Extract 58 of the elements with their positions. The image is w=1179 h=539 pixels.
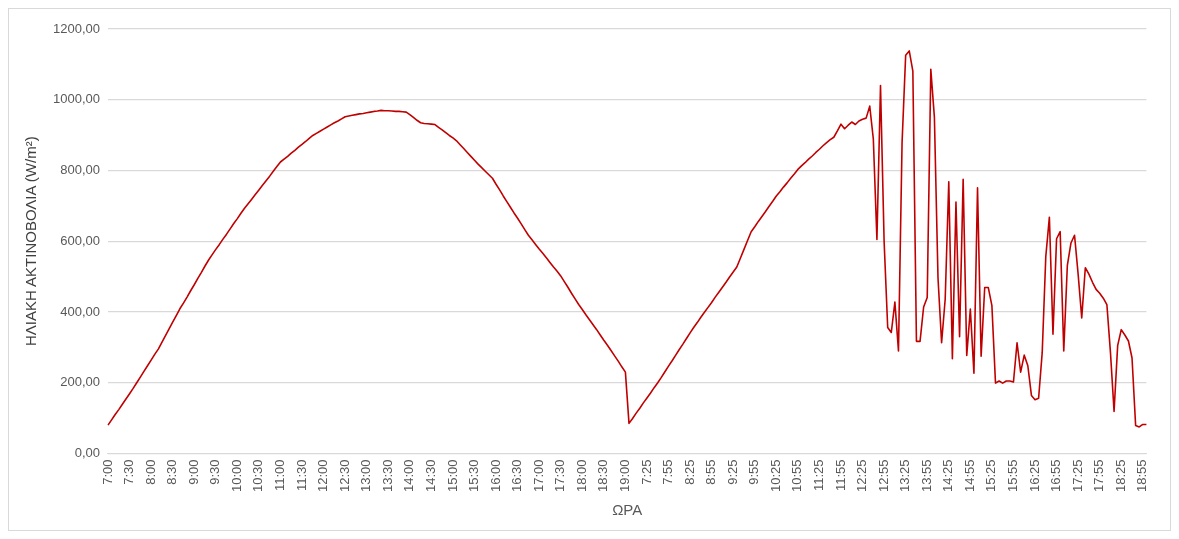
x-tick-label: 15:00 [444,459,460,493]
x-axis-title: ΩΡΑ [612,501,643,519]
x-tick-label: 7:55 [660,459,676,485]
x-tick-label: 14:30 [422,459,438,493]
x-tick-label: 10:55 [789,459,805,493]
x-tick-label: 18:30 [595,459,611,493]
x-tick-label: 9:55 [746,459,762,485]
x-tick-label: 11:25 [811,459,827,492]
x-tick-label: 13:25 [897,459,913,493]
x-tick-label: 10:00 [228,459,244,493]
x-tick-label: 8:25 [681,459,697,485]
x-tick-label: 13:00 [358,459,374,493]
y-tick-label: 0,00 [74,445,100,461]
x-tick-label: 13:55 [918,459,934,493]
y-tick-label: 200,00 [60,374,100,390]
x-tick-label: 12:55 [875,459,891,493]
x-tick-label: 10:30 [250,459,266,493]
y-tick-label: 1000,00 [52,91,100,107]
x-tick-label: 11:30 [293,459,309,492]
x-tick-label: 12:00 [315,459,331,493]
x-tick-label: 9:00 [185,459,201,485]
x-tick-label: 17:25 [1069,459,1085,493]
x-tick-label: 12:25 [854,459,870,493]
x-tick-label: 16:30 [509,459,525,493]
x-tick-label: 8:00 [142,459,158,485]
x-tick-label: 11:00 [272,459,288,492]
x-tick-label: 18:55 [1134,459,1150,493]
y-tick-label: 600,00 [60,232,100,248]
x-tick-label: 16:55 [1048,459,1064,493]
x-tick-label: 14:00 [401,459,417,493]
y-axis-title: ΗΛΙΑΚΗ ΑΚΤΙΝΟΒΟΛΙΑ (W/m²) [22,136,40,347]
x-tick-label: 15:55 [1005,459,1021,493]
x-tick-label: 15:25 [983,459,999,493]
x-tick-label: 17:00 [530,459,546,493]
x-tick-label: 12:30 [336,459,352,493]
y-tick-label: 800,00 [60,162,100,178]
x-tick-label: 19:00 [616,459,632,493]
x-tick-label: 10:25 [767,459,783,493]
x-tick-label: 18:00 [573,459,589,493]
x-tick-label: 15:30 [466,459,482,493]
x-tick-label: 8:30 [164,459,180,485]
x-tick-label: 7:30 [121,459,137,485]
x-tick-label: 7:25 [638,459,654,485]
x-tick-label: 18:25 [1112,459,1128,493]
x-tick-label: 14:25 [940,459,956,493]
x-tick-label: 7:00 [99,459,115,485]
x-tick-label: 14:55 [961,459,977,493]
y-tick-label: 1200,00 [52,20,100,36]
x-tick-label: 13:30 [379,459,395,493]
x-tick-label: 16:00 [487,459,503,493]
x-tick-label: 17:30 [552,459,568,493]
x-tick-label: 9:30 [207,459,223,485]
x-tick-label: 9:25 [724,459,740,485]
x-tick-label: 11:55 [832,459,848,492]
x-tick-label: 16:25 [1026,459,1042,493]
x-tick-label: 8:55 [703,459,719,485]
y-tick-label: 400,00 [60,303,100,319]
x-tick-label: 17:55 [1091,459,1107,493]
